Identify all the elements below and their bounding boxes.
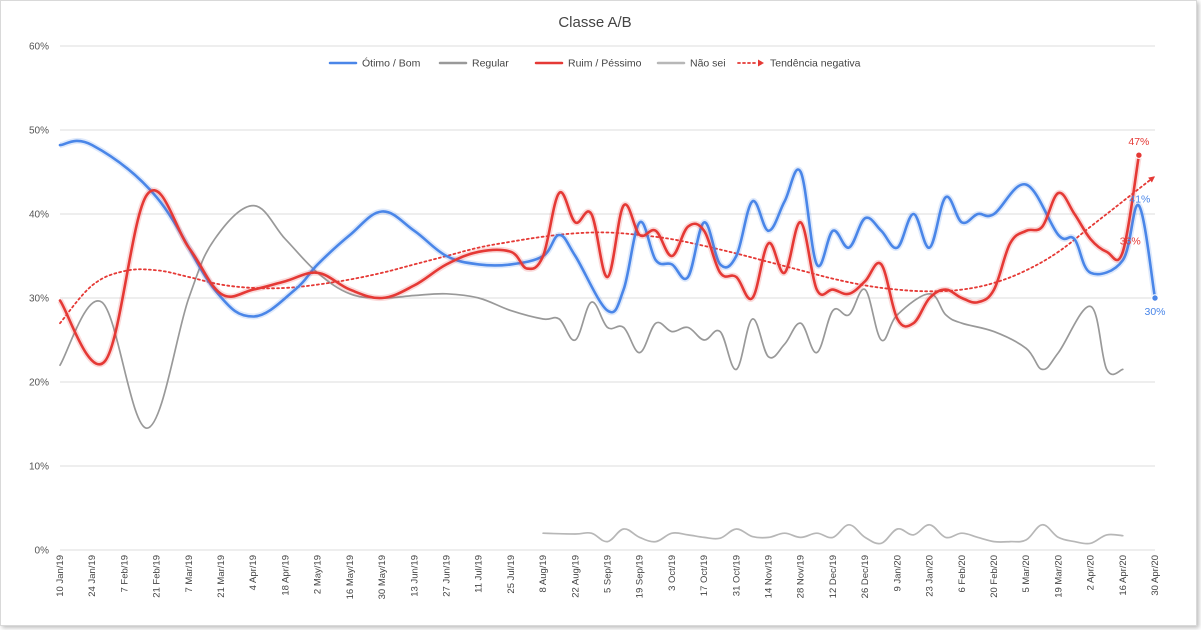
series-tend-ncia-negativa-arrow [1148, 176, 1155, 183]
legend-item: Tendência negativa [737, 58, 861, 70]
x-tick-label: 9 Jan/20 [892, 555, 903, 591]
x-tick-label: 2 May/19 [313, 555, 324, 594]
x-tick-label: 30 May/19 [377, 555, 388, 599]
x-tick-label: 31 Oct/19 [731, 555, 742, 596]
x-tick-label: 13 Jun/19 [409, 555, 420, 597]
x-tick-label: 21 Mar/19 [216, 555, 227, 598]
x-tick-label: 7 Mar/19 [184, 555, 195, 593]
x-tick-label: 26 Dec/19 [860, 555, 871, 598]
legend-item: Ótimo / Bom [328, 57, 421, 70]
series-ruim-p-ssimo-end-point [1135, 151, 1143, 159]
x-tick-label: 22 Aug/19 [570, 555, 581, 598]
x-tick-label: 24 Jan/19 [87, 555, 98, 597]
legend-arrow [758, 59, 764, 67]
series-regular-line [59, 204, 1124, 430]
x-tick-label: 6 Feb/20 [957, 555, 968, 593]
series-ruim-p-ssimo-end-label: 47% [1128, 136, 1149, 148]
legend-label: Ótimo / Bom [362, 57, 421, 70]
legend-label: Ruim / Péssimo [568, 58, 642, 70]
x-tick-label: 23 Jan/20 [925, 555, 936, 597]
x-tick-label: 12 Dec/19 [828, 555, 839, 598]
x-tick-label: 19 Sep/19 [635, 555, 646, 598]
legend-label: Não sei [690, 58, 726, 70]
x-tick-label: 2 Apr/20 [1086, 555, 1097, 590]
chart-title: Classe A/B [558, 14, 631, 31]
x-tick-label: 18 Apr/19 [280, 555, 291, 596]
x-tick-label: 28 Nov/19 [796, 555, 807, 598]
x-tick-label: 10 Jan/19 [55, 555, 66, 597]
x-axis-ticks: 10 Jan/19 24 Jan/19 7 Feb/19 21 Feb/19 7 Mar… [55, 555, 1161, 599]
x-tick-label: 7 Feb/19 [119, 555, 130, 593]
y-tick-label: 20% [29, 378, 49, 389]
grid [60, 45, 1155, 551]
series-n-o-sei-line [542, 523, 1124, 545]
legend-label: Tendência negativa [770, 58, 861, 70]
series-tend-ncia-negativa-line [59, 175, 1156, 325]
series-timo-bom-line [58, 139, 1157, 318]
series-lines [57, 137, 1158, 545]
y-tick-label: 30% [29, 294, 49, 305]
data-labels: 30% 41% 47% 36% [1120, 136, 1166, 318]
series-timo-bom-end-point [1151, 294, 1159, 302]
series-timo-bom-data-label: 41% [1129, 194, 1150, 206]
y-tick-label: 0% [35, 546, 50, 557]
x-tick-label: 20 Feb/20 [989, 555, 1000, 598]
y-tick-label: 50% [29, 126, 49, 137]
legend-label: Regular [472, 58, 509, 70]
x-tick-label: 21 Feb/19 [152, 555, 163, 598]
legend: Ótimo / Bom Regular Ruim / Péssimo Não sei T… [328, 57, 861, 70]
x-tick-label: 5 Mar/20 [1021, 555, 1032, 593]
x-tick-label: 4 Apr/19 [248, 555, 259, 590]
x-tick-label: 27 Jun/19 [441, 555, 452, 597]
x-tick-label: 17 Oct/19 [699, 555, 710, 596]
series-ruim-p-ssimo-data-label: 36% [1120, 236, 1141, 248]
x-tick-label: 30 Apr/20 [1150, 555, 1161, 596]
x-tick-label: 3 Oct/19 [667, 555, 678, 591]
x-tick-label: 5 Sep/19 [603, 555, 614, 593]
series-timo-bom-end-label: 30% [1144, 306, 1165, 318]
x-tick-label: 25 Jul/19 [506, 555, 517, 594]
legend-item: Ruim / Péssimo [534, 58, 642, 70]
y-tick-label: 10% [29, 462, 49, 473]
y-axis-ticks: 0% 10% 20% 30% 40% 50% 60% [29, 42, 49, 557]
x-tick-label: 16 May/19 [345, 555, 356, 599]
x-tick-label: 16 Apr/20 [1118, 555, 1129, 596]
y-tick-label: 40% [29, 210, 49, 221]
x-tick-label: 11 Jul/19 [474, 555, 485, 593]
legend-item: Regular [438, 58, 509, 70]
legend-item: Não sei [656, 58, 726, 70]
x-tick-label: 19 Mar/20 [1053, 555, 1064, 598]
x-tick-label: 14 Nov/19 [764, 555, 775, 598]
y-tick-label: 60% [29, 42, 49, 53]
series-ruim-p-ssimo-glow [57, 154, 1142, 368]
x-tick-label: 8 Aug/19 [538, 555, 549, 593]
series-ruim-p-ssimo-line [58, 153, 1141, 366]
